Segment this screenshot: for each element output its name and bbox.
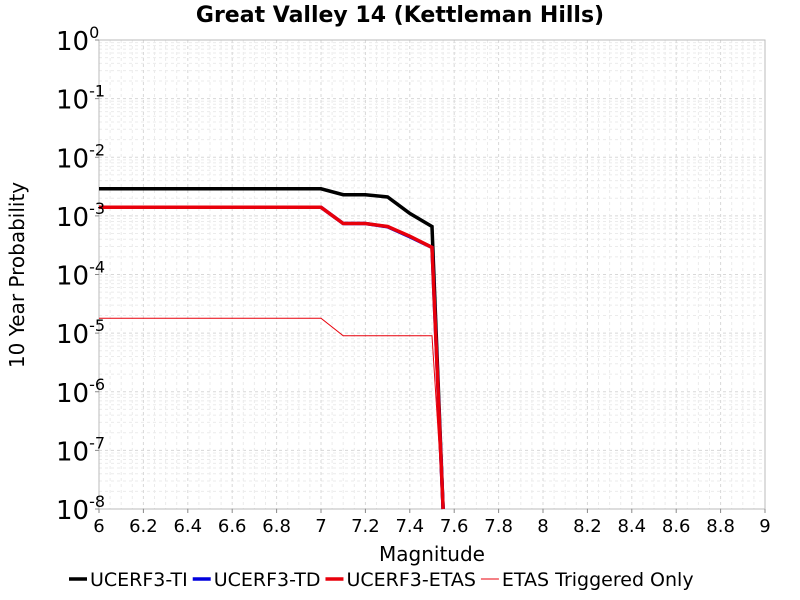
x-axis-label: Magnitude xyxy=(379,542,485,566)
y-tick-label: 10-3 xyxy=(56,199,105,233)
y-axis-label: 10 Year Probability xyxy=(5,182,29,368)
x-tick-label: 6.8 xyxy=(262,516,291,537)
x-tick-label: 8.4 xyxy=(617,516,646,537)
x-tick-label: 7.4 xyxy=(395,516,424,537)
legend-item-ucerf3-td: UCERF3-TD xyxy=(192,569,321,591)
x-tick-label: 6.2 xyxy=(129,516,158,537)
x-tick-label: 8.8 xyxy=(706,516,735,537)
legend-label: UCERF3-ETAS xyxy=(346,569,475,591)
y-tick-label: 10-7 xyxy=(56,433,105,467)
y-tick-label: 10-4 xyxy=(56,258,105,292)
x-tick-label: 6 xyxy=(93,516,104,537)
y-tick-label: 100 xyxy=(56,23,99,57)
y-tick-label: 10-2 xyxy=(56,140,105,174)
x-tick-label: 7 xyxy=(315,516,326,537)
y-tick-label: 10-6 xyxy=(56,375,105,409)
legend-item-ucerf3-ti: UCERF3-TI xyxy=(69,569,188,591)
x-tick-label: 7.2 xyxy=(351,516,380,537)
x-tick-label: 7.8 xyxy=(484,516,513,537)
series-lines xyxy=(99,187,445,510)
series-line-ucerf3-ti xyxy=(99,187,445,510)
legend-label: ETAS Triggered Only xyxy=(502,569,694,591)
series-line-ucerf3-td xyxy=(99,205,445,510)
series-line-etas-triggered-only xyxy=(99,317,444,510)
legend-item-etas-triggered-only: ETAS Triggered Only xyxy=(480,569,694,591)
grid xyxy=(98,40,766,510)
x-tick-label: 9 xyxy=(759,516,770,537)
x-tick-label: 8 xyxy=(537,516,548,537)
series-line-ucerf3-etas xyxy=(99,205,445,510)
x-tick-label: 6.4 xyxy=(173,516,202,537)
x-tick-label: 7.6 xyxy=(440,516,469,537)
y-tick-label: 10-8 xyxy=(56,492,105,526)
x-tick-label: 6.6 xyxy=(218,516,247,537)
x-tick-label: 8.6 xyxy=(662,516,691,537)
y-axis-ticks: 100 10-1 10-2 10-3 10-4 10-5 10-6 10-7 10-8 xyxy=(56,23,105,526)
y-tick-label: 10-5 xyxy=(56,316,105,350)
legend-label: UCERF3-TD xyxy=(214,569,321,591)
chart-title: Great Valley 14 (Kettleman Hills) xyxy=(196,3,604,28)
x-axis-ticks: 6 6.2 6.4 6.6 6.8 7 7.2 7.4 7.6 7.8 8 8.2 8.4 8.6 8.8 9 xyxy=(93,509,771,537)
legend: UCERF3-TI UCERF3-TD UCERF3-ETAS ETAS Trigge… xyxy=(69,569,694,591)
legend-label: UCERF3-TI xyxy=(90,569,188,591)
y-tick-label: 10-1 xyxy=(56,82,105,116)
legend-item-ucerf3-etas: UCERF3-ETAS xyxy=(325,569,476,591)
x-tick-label: 8.2 xyxy=(573,516,602,537)
